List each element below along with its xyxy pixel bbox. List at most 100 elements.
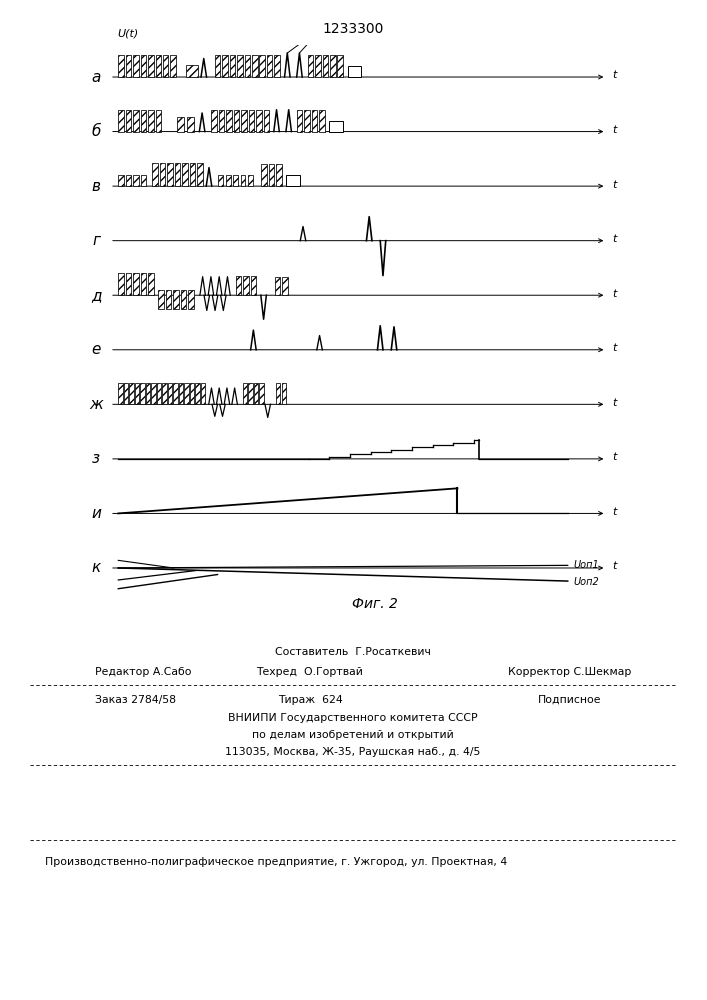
Text: Производственно-полиграфическое предприятие, г. Ужгород, ул. Проектная, 4: Производственно-полиграфическое предприя… [45,857,507,867]
Bar [329,121,344,132]
Text: а: а [91,70,101,85]
Bar [180,290,186,309]
Bar [276,164,281,186]
Bar [129,383,134,404]
Bar [312,110,317,132]
Text: t: t [612,452,617,462]
Bar [156,55,161,77]
Bar [237,55,243,77]
Text: t: t [612,70,617,80]
Text: 113035, Москва, Ж-35, Раушская наб., д. 4/5: 113035, Москва, Ж-35, Раушская наб., д. … [226,747,481,757]
Bar [190,383,194,404]
Bar [126,273,132,295]
Bar [182,163,188,186]
Bar [168,163,173,186]
Text: Фиг. 2: Фиг. 2 [352,597,397,611]
Bar [286,175,300,186]
Bar [274,277,280,295]
Bar [177,117,184,132]
Text: Подписное: Подписное [538,695,602,705]
Bar [248,383,252,404]
Text: б: б [91,124,101,139]
Bar [118,175,124,186]
Text: к: к [92,560,101,575]
Text: Uоп2: Uоп2 [573,577,599,587]
Bar [156,110,161,132]
Text: Заказ 2784/58: Заказ 2784/58 [95,695,176,705]
Text: t: t [612,125,617,135]
Text: t: t [612,398,617,408]
Bar [241,110,247,132]
Bar [261,164,267,186]
Bar [173,383,177,404]
Text: t: t [612,234,617,244]
Bar [308,55,313,77]
Bar [157,383,161,404]
Bar [305,110,310,132]
Text: г: г [92,233,100,248]
Text: е: е [91,342,101,357]
Bar [322,55,328,77]
Bar [163,55,168,77]
Bar [195,383,200,404]
Text: ж: ж [89,397,103,412]
Bar [234,110,240,132]
Bar [126,110,132,132]
Bar [141,55,146,77]
Bar [243,276,249,295]
Text: U(t): U(t) [118,28,139,38]
Bar [133,55,139,77]
Bar [219,110,224,132]
Bar [186,65,198,77]
Bar [141,273,146,295]
Bar [118,273,124,295]
Bar [330,55,336,77]
Text: Составитель  Г.Росаткевич: Составитель Г.Росаткевич [275,647,431,657]
Bar [282,277,288,295]
Bar [126,55,132,77]
Bar [126,175,132,186]
Bar [256,110,262,132]
Bar [168,383,173,404]
Bar [315,55,321,77]
Bar [165,290,171,309]
Bar [276,383,280,404]
Bar [124,383,128,404]
Text: t: t [612,289,617,299]
Bar [146,383,150,404]
Bar [259,55,265,77]
Bar [133,110,139,132]
Bar [337,55,343,77]
Bar [235,276,241,295]
Bar [133,175,139,186]
Bar [252,55,257,77]
Bar [118,383,122,404]
Bar [153,163,158,186]
Bar [230,55,235,77]
Text: по делам изобретений и открытий: по делам изобретений и открытий [252,730,454,740]
Text: з: з [92,451,100,466]
Bar [179,383,183,404]
Bar [243,383,247,404]
Bar [320,110,325,132]
Bar [297,110,303,132]
Bar [267,55,272,77]
Bar [185,383,189,404]
Bar [248,175,253,186]
Bar [269,164,274,186]
Bar [226,110,232,132]
Bar [118,55,124,77]
Text: Корректор С.Шекмар: Корректор С.Шекмар [508,667,631,677]
Text: Uоп1: Uоп1 [573,560,599,570]
Bar [215,55,221,77]
Text: и: и [91,506,101,521]
Bar [245,55,250,77]
Text: Техред  О.Гортвай: Техред О.Гортвай [257,667,363,677]
Bar [348,66,361,77]
Bar [188,290,194,309]
Bar [141,110,146,132]
Text: t: t [612,507,617,517]
Bar [133,273,139,295]
Bar [151,383,156,404]
Bar [197,163,203,186]
